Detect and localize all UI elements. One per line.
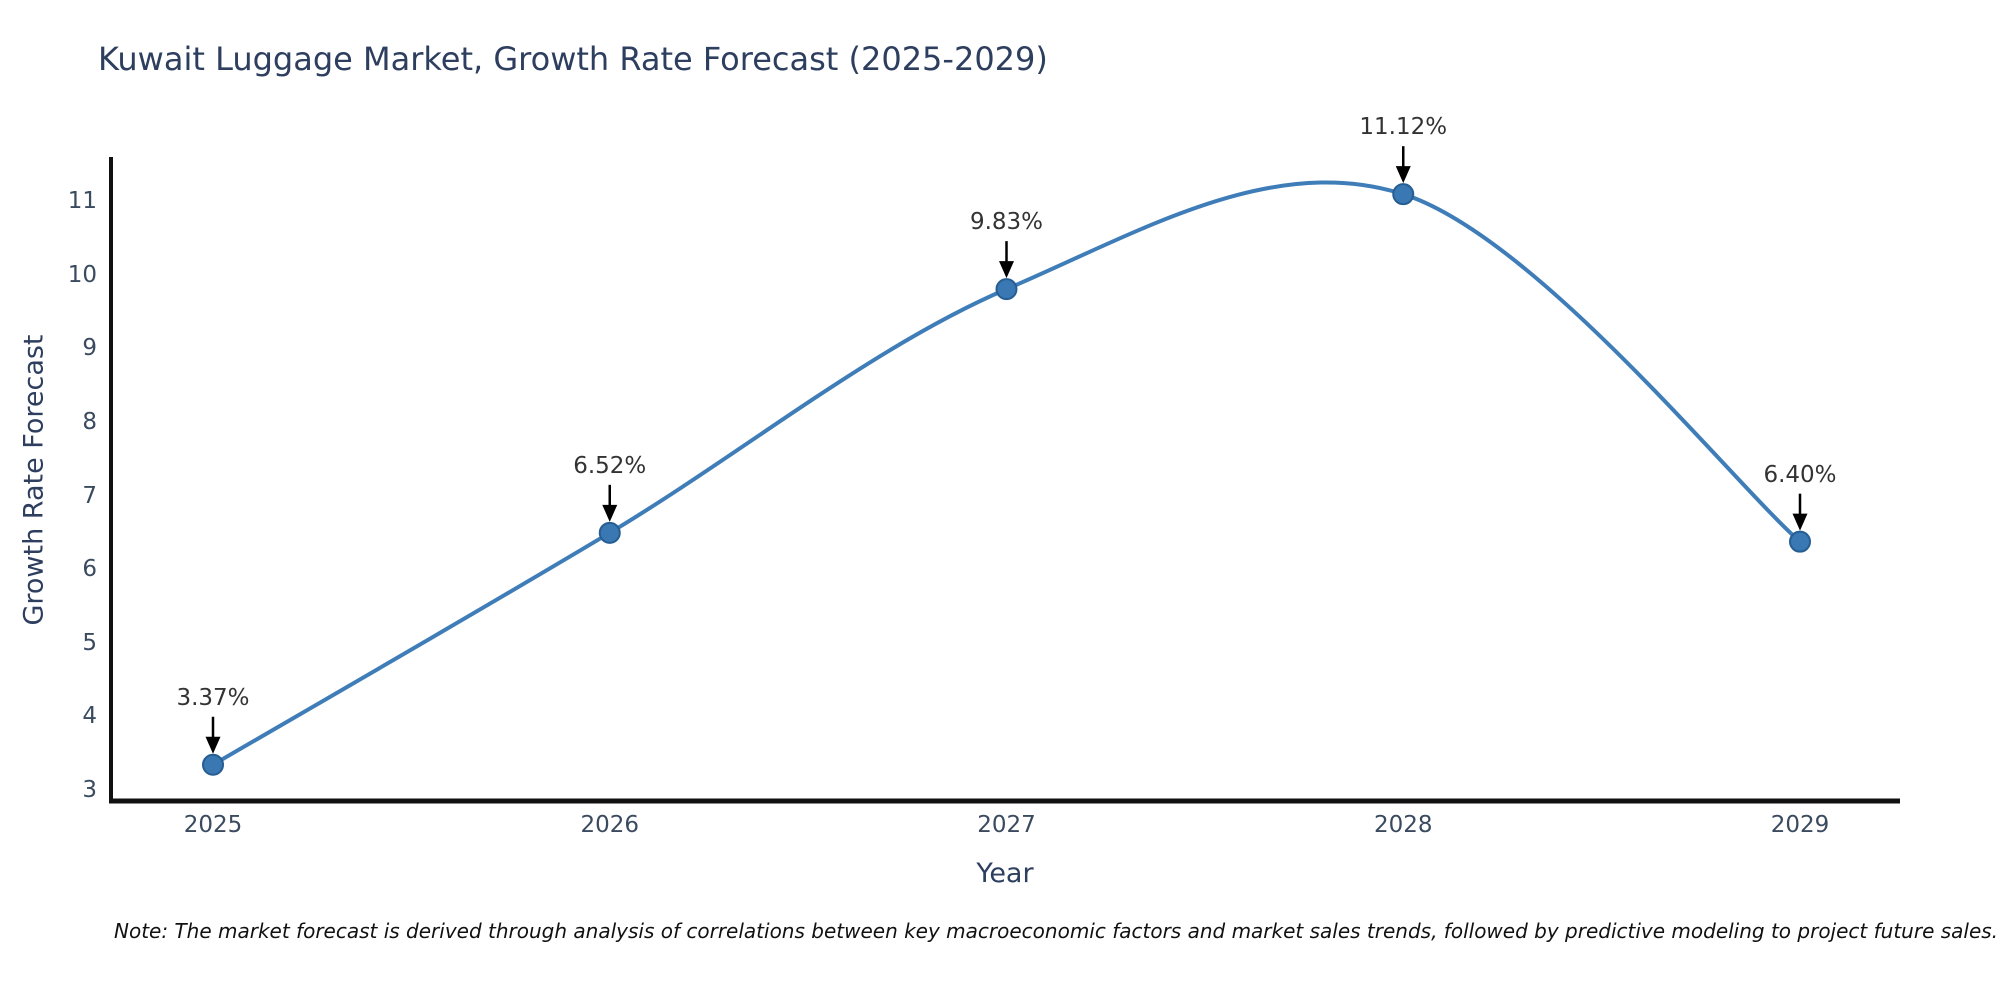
data-point-marker — [202, 753, 224, 776]
data-point-marker — [995, 278, 1018, 301]
annotation-arrow-head — [1792, 513, 1808, 531]
annotation-arrow-head — [602, 504, 618, 522]
y-tick-label: 4 — [82, 703, 97, 730]
data-point-marker — [1392, 183, 1415, 206]
y-tick-label: 11 — [67, 188, 97, 214]
x-tick-label: 2026 — [580, 812, 640, 838]
point-value-label: 6.40% — [1763, 461, 1837, 488]
x-tick-label: 2027 — [977, 812, 1036, 838]
y-tick-label: 10 — [67, 261, 97, 288]
y-tick-label: 9 — [82, 335, 97, 362]
annotation-arrow-head — [205, 736, 221, 754]
footnote: Note: The market forecast is derived thr… — [114, 919, 1999, 943]
point-value-label: 6.52% — [573, 452, 647, 479]
x-tick-label: 2029 — [1770, 812, 1830, 838]
x-tick-label: 2028 — [1373, 812, 1433, 838]
y-tick-label: 5 — [82, 629, 97, 656]
annotation-arrow-head — [999, 261, 1014, 279]
point-value-label: 11.12% — [1359, 114, 1448, 141]
point-value-label: 9.83% — [969, 209, 1044, 236]
x-tick-label: 2025 — [183, 812, 243, 838]
data-point-marker — [598, 521, 621, 544]
annotation-arrow-head — [1395, 166, 1411, 184]
point-value-label: 3.37% — [176, 684, 250, 711]
x-axis-title: Year — [976, 858, 1034, 889]
y-tick-label: 7 — [82, 482, 97, 509]
y-tick-label: 3 — [82, 777, 97, 803]
chart-title: Kuwait Luggage Market, Growth Rate Forec… — [98, 40, 1048, 78]
y-tick-label: 6 — [82, 556, 97, 583]
data-point-marker — [1789, 530, 1811, 553]
y-tick-label: 8 — [82, 408, 97, 435]
